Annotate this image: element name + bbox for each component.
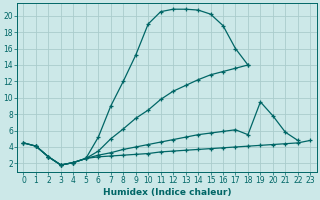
X-axis label: Humidex (Indice chaleur): Humidex (Indice chaleur)	[103, 188, 231, 197]
